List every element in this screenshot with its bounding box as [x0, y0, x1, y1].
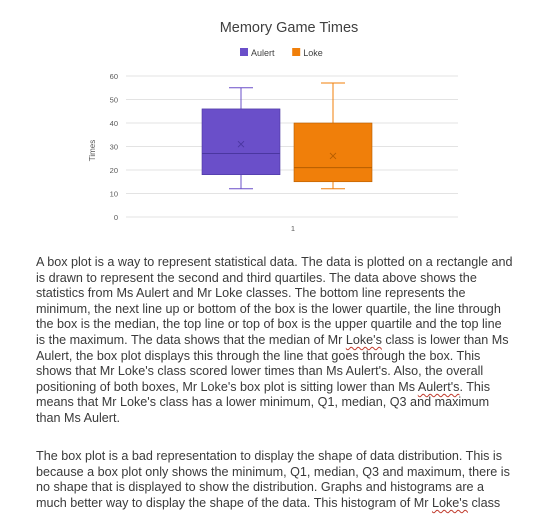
y-tick-label: 10 — [110, 190, 118, 199]
legend-label: Loke — [303, 48, 323, 58]
para1-part: class is lower than Ms Aulert, the box p… — [36, 332, 509, 394]
mean-marker — [237, 140, 245, 148]
y-tick-label: 40 — [110, 119, 118, 128]
para2-part: class — [468, 495, 501, 510]
para1-flagged-word: Loke's — [345, 332, 382, 347]
legend-swatch — [292, 48, 301, 56]
y-tick-label: 0 — [114, 213, 118, 222]
chart-canvas: Memory Game Times Aulert Loke 0 10 20 30 40 50 60… — [88, 20, 458, 233]
legend-label: Aulert — [251, 48, 275, 58]
y-tick-label: 30 — [110, 143, 118, 152]
y-axis-title: Times — [88, 140, 97, 161]
box-plot-chart: Memory Game Times Aulert Loke 0 10 20 30 40 50 60… — [86, 0, 464, 236]
iqr-box — [293, 122, 373, 183]
explanation-paragraph: A box plot is a way to represent statist… — [36, 255, 514, 427]
iqr-box — [201, 108, 281, 176]
y-tick-label: 20 — [110, 166, 118, 175]
para1-part: . This means that Mr Loke's class has a … — [36, 379, 490, 425]
para2-flagged-word: Loke's — [431, 495, 468, 510]
distribution-paragraph: The box plot is a bad representation to … — [36, 449, 514, 511]
legend-swatch — [240, 48, 248, 56]
y-tick-label: 60 — [110, 72, 118, 81]
para1-flagged-word: Aulert's — [417, 379, 460, 394]
x-tick-label: 1 — [291, 224, 295, 233]
chart-title: Memory Game Times — [220, 20, 359, 36]
para1-part: A box plot is a way to represent statist… — [36, 255, 513, 347]
y-tick-label: 50 — [110, 96, 118, 105]
mean-marker — [329, 152, 337, 160]
para2-part: The box plot is a bad representation to … — [36, 449, 510, 510]
